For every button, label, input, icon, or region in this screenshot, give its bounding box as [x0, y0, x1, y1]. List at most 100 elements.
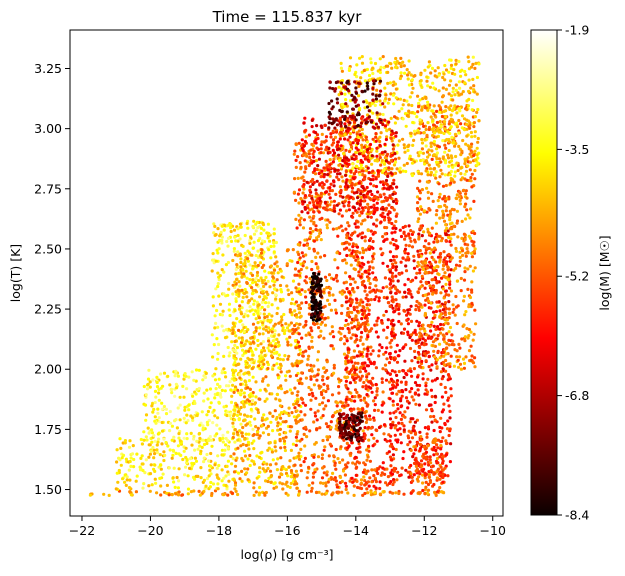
scatter-point — [399, 441, 403, 445]
scatter-point — [343, 334, 347, 338]
scatter-point — [252, 447, 256, 451]
scatter-point — [441, 197, 445, 201]
scatter-point — [216, 284, 220, 289]
scatter-point — [378, 70, 382, 75]
scatter-point — [341, 458, 345, 462]
scatter-point — [417, 171, 421, 176]
scatter-point — [239, 405, 243, 410]
scatter-point — [246, 440, 251, 444]
scatter-point — [430, 248, 434, 252]
scatter-point — [391, 262, 395, 266]
scatter-point — [451, 178, 455, 182]
scatter-point — [340, 214, 344, 218]
scatter-point — [262, 346, 266, 350]
scatter-point — [388, 397, 392, 401]
scatter-point — [180, 493, 185, 497]
scatter-point — [200, 445, 204, 449]
scatter-point — [363, 239, 367, 243]
scatter-point — [325, 278, 329, 283]
scatter-point — [401, 137, 405, 141]
scatter-point — [448, 218, 452, 222]
scatter-point — [233, 464, 238, 468]
scatter-point — [255, 300, 259, 304]
scatter-point — [216, 282, 220, 286]
scatter-point — [314, 255, 318, 259]
scatter-point — [141, 486, 145, 490]
scatter-point — [335, 401, 340, 405]
scatter-point — [444, 289, 448, 293]
scatter-point — [353, 395, 357, 399]
scatter-point — [228, 313, 232, 318]
scatter-point — [260, 255, 264, 260]
scatter-point — [345, 253, 349, 258]
scatter-point — [344, 318, 348, 323]
scatter-point — [238, 429, 242, 433]
scatter-point — [467, 60, 471, 64]
scatter-point — [353, 462, 357, 466]
scatter-point — [421, 261, 425, 265]
scatter-point — [437, 89, 441, 93]
scatter-point — [383, 86, 387, 90]
scatter-point — [294, 373, 299, 378]
scatter-point — [295, 393, 299, 397]
scatter-point — [466, 213, 470, 217]
scatter-point — [440, 395, 444, 399]
scatter-point — [471, 77, 475, 81]
scatter-point — [254, 229, 258, 233]
scatter-point — [310, 391, 314, 395]
scatter-point — [466, 156, 470, 160]
scatter-point — [362, 279, 366, 283]
scatter-point — [470, 288, 474, 292]
scatter-point — [279, 290, 284, 294]
scatter-point — [389, 258, 393, 263]
scatter-point — [352, 191, 356, 195]
scatter-point — [393, 157, 398, 161]
scatter-point — [210, 333, 214, 337]
scatter-point — [424, 450, 429, 454]
scatter-point — [264, 325, 268, 329]
scatter-point — [366, 299, 370, 303]
scatter-point — [356, 446, 360, 450]
scatter-point — [372, 436, 376, 440]
scatter-point — [338, 475, 343, 479]
scatter-point — [356, 407, 360, 411]
scatter-point — [230, 340, 234, 344]
scatter-point — [431, 285, 436, 289]
scatter-point — [178, 403, 182, 407]
scatter-point — [391, 318, 395, 322]
scatter-point — [463, 313, 467, 317]
scatter-point — [363, 289, 367, 293]
scatter-point — [233, 280, 237, 284]
scatter-point — [410, 245, 415, 249]
scatter-point — [436, 305, 440, 309]
scatter-point — [254, 222, 258, 226]
scatter-point — [334, 308, 338, 312]
scatter-point — [435, 209, 439, 213]
scatter-point — [434, 309, 438, 314]
scatter-point — [305, 363, 309, 367]
scatter-point — [355, 219, 359, 223]
scatter-point — [463, 237, 467, 242]
scatter-point — [319, 481, 323, 485]
scatter-point — [236, 254, 240, 258]
scatter-point — [355, 309, 359, 313]
scatter-point — [211, 355, 215, 359]
scatter-point — [367, 357, 371, 361]
scatter-point — [155, 443, 159, 447]
scatter-point — [304, 300, 308, 305]
scatter-point — [294, 286, 298, 290]
scatter-point — [426, 299, 431, 303]
scatter-point — [279, 387, 284, 391]
scatter-point — [408, 312, 412, 316]
scatter-point — [471, 361, 476, 365]
scatter-point — [317, 490, 321, 494]
scatter-point — [439, 312, 443, 316]
scatter-point — [400, 466, 404, 470]
scatter-point — [402, 230, 406, 234]
scatter-point — [226, 244, 230, 248]
scatter-point — [292, 152, 296, 156]
scatter-point — [433, 394, 437, 398]
scatter-point — [385, 237, 389, 241]
scatter-point — [276, 306, 280, 310]
scatter-point — [325, 223, 329, 227]
